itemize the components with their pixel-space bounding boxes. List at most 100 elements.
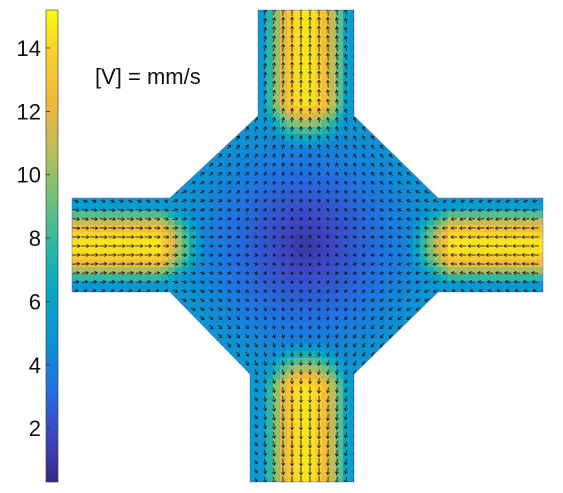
field-cell — [210, 225, 218, 233]
field-cell — [322, 414, 330, 422]
field-cell — [147, 414, 155, 422]
field-cell — [385, 274, 393, 282]
field-cell — [427, 344, 435, 352]
field-cell — [273, 43, 281, 51]
field-cell — [385, 463, 393, 471]
field-cell — [77, 197, 85, 205]
field-cell — [343, 71, 351, 79]
field-cell — [364, 421, 372, 429]
field-cell — [385, 414, 393, 422]
field-cell — [343, 435, 351, 443]
field-cell — [140, 92, 148, 100]
field-cell — [224, 43, 232, 51]
field-cell — [413, 239, 421, 247]
field-cell — [196, 470, 204, 478]
field-cell — [203, 393, 211, 401]
field-cell — [315, 155, 323, 163]
field-cell — [525, 267, 533, 275]
field-cell — [252, 267, 260, 275]
field-cell — [462, 127, 470, 135]
field-cell — [217, 267, 225, 275]
field-cell — [532, 246, 540, 254]
field-cell — [427, 253, 435, 261]
field-cell — [329, 99, 337, 107]
field-cell — [364, 78, 372, 86]
field-cell — [133, 393, 141, 401]
field-cell — [77, 85, 85, 93]
field-cell — [441, 442, 449, 450]
field-cell — [448, 50, 456, 58]
field-cell — [336, 50, 344, 58]
field-cell — [315, 120, 323, 128]
field-cell — [448, 204, 456, 212]
field-cell — [483, 57, 491, 65]
field-cell — [406, 148, 414, 156]
field-cell — [378, 78, 386, 86]
field-cell — [336, 71, 344, 79]
field-cell — [182, 43, 190, 51]
field-cell — [329, 302, 337, 310]
field-cell — [112, 176, 120, 184]
field-cell — [378, 127, 386, 135]
field-cell — [343, 218, 351, 226]
field-cell — [315, 127, 323, 135]
field-cell — [497, 267, 505, 275]
field-cell — [539, 232, 543, 240]
field-cell — [504, 78, 512, 86]
field-cell — [511, 393, 519, 401]
field-cell — [224, 372, 232, 380]
velocity-arrow — [164, 18, 168, 24]
field-cell — [399, 295, 407, 303]
field-cell — [336, 134, 344, 142]
field-cell — [469, 253, 477, 261]
field-cell — [497, 10, 505, 16]
field-cell — [378, 393, 386, 401]
velocity-arrow — [496, 18, 502, 24]
field-cell — [259, 190, 267, 198]
field-cell — [147, 36, 155, 44]
field-cell — [147, 274, 155, 282]
field-cell — [217, 442, 225, 450]
field-cell — [336, 358, 344, 366]
field-cell — [427, 183, 435, 191]
field-cell — [203, 190, 211, 198]
field-cell — [399, 113, 407, 121]
field-cell — [434, 295, 442, 303]
velocity-arrow-head — [334, 17, 339, 21]
field-cell — [308, 239, 316, 247]
field-cell — [357, 463, 365, 471]
field-cell — [72, 344, 78, 352]
field-cell — [273, 302, 281, 310]
field-cell — [385, 99, 393, 107]
field-cell — [406, 190, 414, 198]
field-cell — [511, 274, 519, 282]
field-cell — [357, 36, 365, 44]
field-cell — [252, 64, 260, 72]
field-cell — [385, 449, 393, 457]
field-cell — [469, 442, 477, 450]
field-cell — [539, 309, 543, 317]
field-cell — [504, 344, 512, 352]
field-cell — [217, 204, 225, 212]
field-cell — [112, 309, 120, 317]
velocity-arrow — [200, 27, 204, 33]
field-cell — [336, 246, 344, 254]
field-cell — [245, 351, 253, 359]
velocity-arrow — [380, 10, 384, 15]
field-cell — [280, 372, 288, 380]
field-cell — [539, 330, 543, 338]
field-cell — [427, 421, 435, 429]
field-cell — [455, 421, 463, 429]
velocity-arrow — [73, 10, 79, 15]
field-cell — [133, 302, 141, 310]
field-cell — [196, 22, 204, 30]
field-cell — [210, 183, 218, 191]
velocity-arrow-head — [111, 18, 115, 22]
field-cell — [154, 239, 162, 247]
velocity-arrow — [336, 26, 338, 34]
field-cell — [294, 302, 302, 310]
field-cell — [511, 22, 519, 30]
field-cell — [448, 92, 456, 100]
field-cell — [112, 120, 120, 128]
field-cell — [371, 393, 379, 401]
